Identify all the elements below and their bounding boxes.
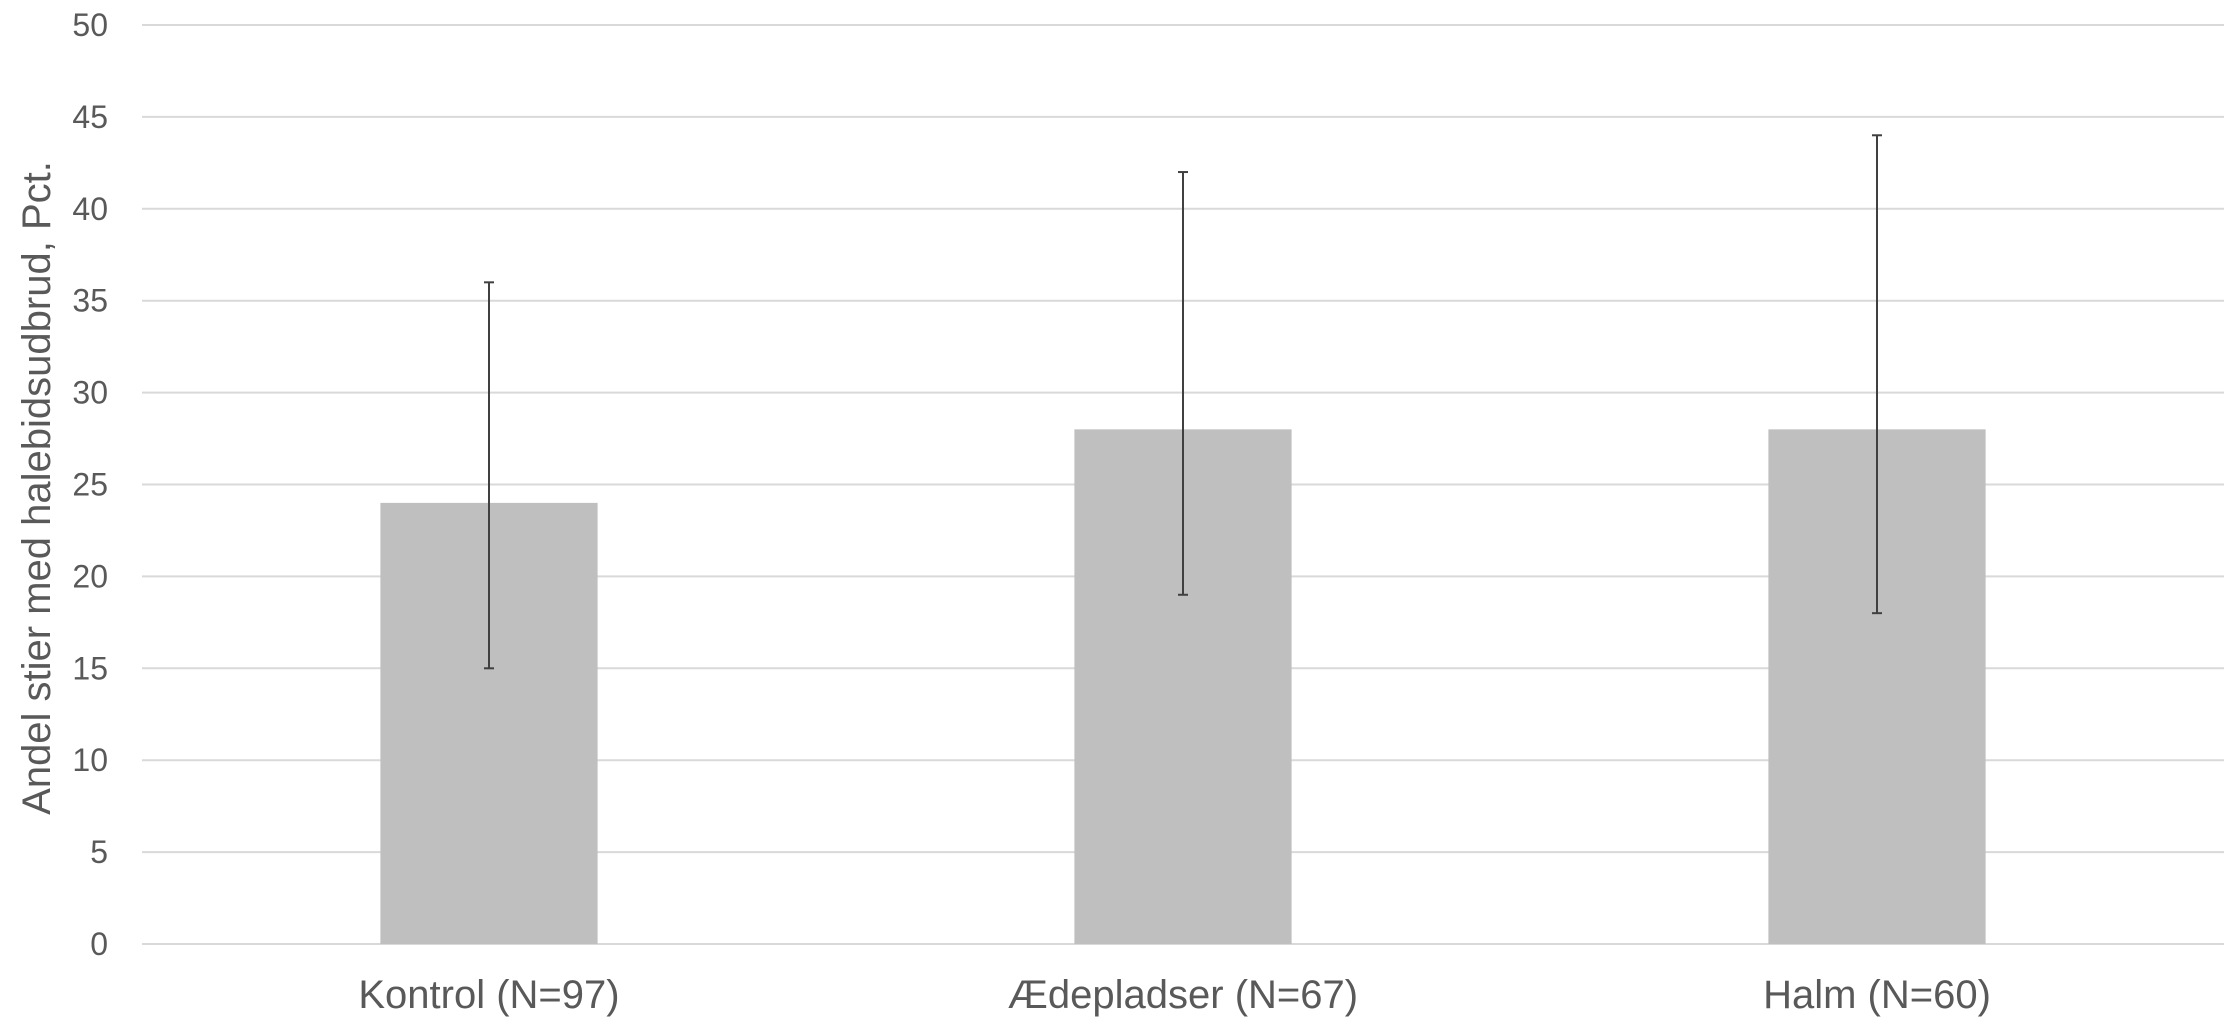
- y-tick-label: 35: [72, 283, 108, 319]
- y-axis-title: Andel stier med halebidsudbrud, Pct.: [15, 161, 59, 815]
- y-tick-label: 45: [72, 99, 108, 135]
- y-tick-label: 50: [72, 7, 108, 43]
- y-tick-label: 5: [90, 834, 108, 870]
- x-category-label: Kontrol (N=97): [358, 973, 619, 1017]
- x-category-label: Halm (N=60): [1763, 973, 1991, 1017]
- y-tick-label: 30: [72, 375, 108, 411]
- y-tick-labels: 0 5 10 15 20 25 30 35 40 45 50: [72, 7, 108, 962]
- x-category-labels: Kontrol (N=97) Ædepladser (N=67) Halm (N=6…: [358, 973, 1991, 1017]
- y-tick-label: 20: [72, 558, 108, 594]
- y-tick-label: 25: [72, 467, 108, 503]
- error-bars: [484, 134, 1882, 670]
- y-tick-label: 0: [90, 926, 108, 962]
- y-tick-label: 40: [72, 191, 108, 227]
- y-tick-label: 10: [72, 742, 108, 778]
- x-category-label: Ædepladser (N=67): [1008, 973, 1358, 1017]
- y-tick-label: 15: [72, 650, 108, 686]
